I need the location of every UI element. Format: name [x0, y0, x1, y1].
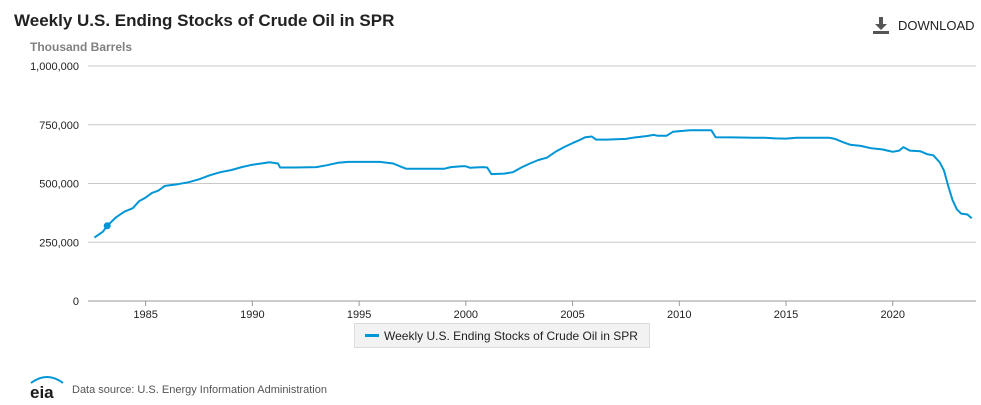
eia-logo-text: eia [30, 383, 54, 400]
y-tick-label: 0 [73, 296, 79, 308]
y-tick-label: 500,000 [39, 179, 79, 191]
y-tick-label: 250,000 [39, 237, 79, 249]
x-tick-label: 2015 [774, 309, 798, 321]
eia-logo-icon[interactable]: eia [28, 374, 66, 400]
x-tick-label: 1985 [133, 309, 157, 321]
download-button[interactable]: DOWNLOAD [872, 16, 975, 34]
x-tick-label: 2000 [454, 309, 478, 321]
legend-item[interactable]: Weekly U.S. Ending Stocks of Crude Oil i… [354, 323, 650, 348]
y-tick-label: 750,000 [39, 120, 79, 132]
x-tick-label: 2010 [667, 309, 691, 321]
x-tick-label: 2020 [881, 309, 905, 321]
series-line-spr-stocks[interactable] [93, 129, 973, 239]
legend-label: Weekly U.S. Ending Stocks of Crude Oil i… [384, 328, 638, 343]
x-tick-label: 1990 [240, 309, 264, 321]
x-tick-label: 2005 [560, 309, 584, 321]
x-tick-label: 1995 [347, 309, 371, 321]
footer: eia Data source: U.S. Energy Information… [28, 374, 327, 400]
download-label: DOWNLOAD [898, 17, 975, 33]
y-axis-unit-label: Thousand Barrels [30, 40, 133, 54]
legend-swatch [365, 334, 379, 337]
data-source-text: Data source: U.S. Energy Information Adm… [72, 384, 327, 396]
chart-title: Weekly U.S. Ending Stocks of Crude Oil i… [14, 11, 395, 30]
series-point-marker[interactable] [103, 222, 111, 230]
y-tick-label: 1,000,000 [30, 61, 79, 73]
download-icon [873, 17, 889, 34]
